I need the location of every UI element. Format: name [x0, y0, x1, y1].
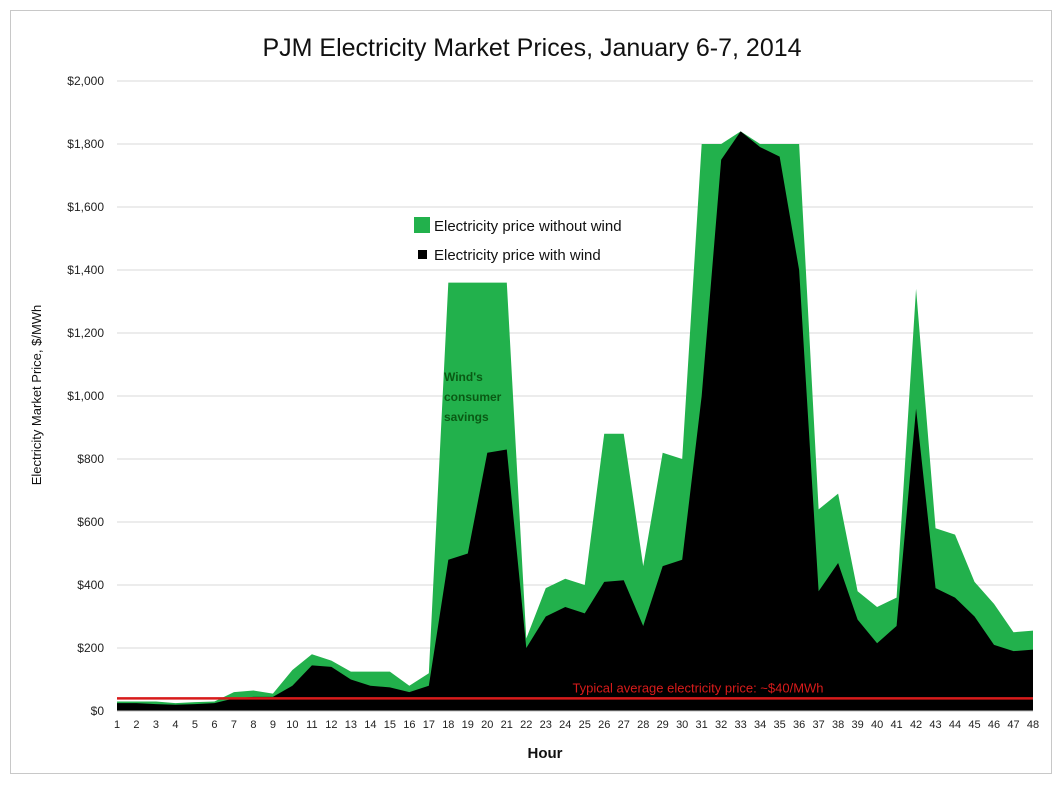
x-tick-label: 32 [715, 719, 727, 731]
y-tick-label: $400 [77, 578, 104, 592]
legend-swatch-with-wind [418, 250, 427, 259]
x-tick-label: 35 [774, 719, 786, 731]
annotation-line: consumer [444, 390, 502, 404]
annotation-line: Wind's [444, 370, 483, 384]
x-tick-label: 43 [929, 719, 941, 731]
y-tick-label: $0 [91, 704, 105, 718]
x-axis-title: Hour [528, 745, 563, 762]
x-tick-label: 20 [481, 719, 493, 731]
x-tick-label: 2 [133, 719, 139, 731]
annotation-line: savings [444, 410, 489, 424]
legend-label: Electricity price with wind [434, 247, 601, 264]
y-tick-label: $1,200 [67, 326, 104, 340]
y-tick-label: $200 [77, 641, 104, 655]
x-tick-label: 12 [325, 719, 337, 731]
legend: Electricity price without wind Electricit… [414, 217, 622, 264]
x-tick-label: 36 [793, 719, 805, 731]
x-tick-label: 28 [637, 719, 649, 731]
annotation: Wind's consumer savings [444, 370, 502, 424]
y-tick-label: $1,400 [67, 263, 104, 277]
x-tick-label: 45 [968, 719, 980, 731]
y-tick-label: $2,000 [67, 74, 104, 88]
reference-line-group: Typical average electricity price: ~$40/… [117, 680, 1033, 700]
y-tick-label: $600 [77, 515, 104, 529]
reference-line-label: Typical average electricity price: ~$40/… [572, 680, 823, 695]
x-tick-label: 44 [949, 719, 961, 731]
x-tick-labels: 1 2 3 4 5 6 7 8 9 10 11 12 13 14 15 16 17 18 19 20 21 22 23 24 2… [114, 719, 1039, 731]
series-layer [117, 131, 1033, 712]
x-tick-label: 4 [172, 719, 178, 731]
x-tick-label: 1 [114, 719, 120, 731]
x-tick-label: 46 [988, 719, 1000, 731]
y-tick-labels: $0 $200 $400 $600 $800 $1,000 $1,200 $1,400 $1,6… [67, 74, 104, 718]
x-tick-label: 40 [871, 719, 883, 731]
x-tick-label: 23 [540, 719, 552, 731]
x-tick-label: 16 [403, 719, 415, 731]
legend-swatch-without-wind [414, 217, 430, 233]
legend-label: Electricity price without wind [434, 218, 622, 235]
y-axis-title: Electricity Market Price, $/MWh [29, 305, 44, 486]
x-tick-label: 38 [832, 719, 844, 731]
y-tick-label: $1,600 [67, 200, 104, 214]
x-tick-label: 6 [211, 719, 217, 731]
x-tick-label: 39 [851, 719, 863, 731]
x-tick-label: 24 [559, 719, 571, 731]
y-tick-label: $800 [77, 452, 104, 466]
x-tick-label: 21 [501, 719, 513, 731]
y-tick-label: $1,000 [67, 389, 104, 403]
y-tick-label: $1,800 [67, 137, 104, 151]
x-tick-label: 10 [286, 719, 298, 731]
x-tick-label: 34 [754, 719, 766, 731]
x-tick-label: 31 [696, 719, 708, 731]
chart-title: PJM Electricity Market Prices, January 6… [262, 34, 801, 62]
x-tick-label: 37 [812, 719, 824, 731]
x-tick-label: 29 [657, 719, 669, 731]
x-tick-label: 47 [1007, 719, 1019, 731]
x-tick-label: 7 [231, 719, 237, 731]
x-tick-label: 11 [306, 719, 317, 731]
x-tick-label: 33 [735, 719, 747, 731]
x-tick-label: 14 [364, 719, 376, 731]
x-tick-label: 22 [520, 719, 532, 731]
x-tick-label: 8 [250, 719, 256, 731]
x-tick-label: 27 [618, 719, 630, 731]
x-tick-label: 17 [423, 719, 435, 731]
x-tick-label: 15 [384, 719, 396, 731]
x-tick-label: 5 [192, 719, 198, 731]
x-tick-label: 3 [153, 719, 159, 731]
x-tick-label: 25 [579, 719, 591, 731]
x-tick-label: 19 [462, 719, 474, 731]
x-tick-label: 26 [598, 719, 610, 731]
x-tick-label: 48 [1027, 719, 1039, 731]
x-tick-label: 41 [890, 719, 902, 731]
x-tick-label: 30 [676, 719, 688, 731]
x-tick-label: 18 [442, 719, 454, 731]
area-with-wind [117, 131, 1033, 711]
x-tick-label: 13 [345, 719, 357, 731]
x-tick-label: 42 [910, 719, 922, 731]
x-tick-label: 9 [270, 719, 276, 731]
